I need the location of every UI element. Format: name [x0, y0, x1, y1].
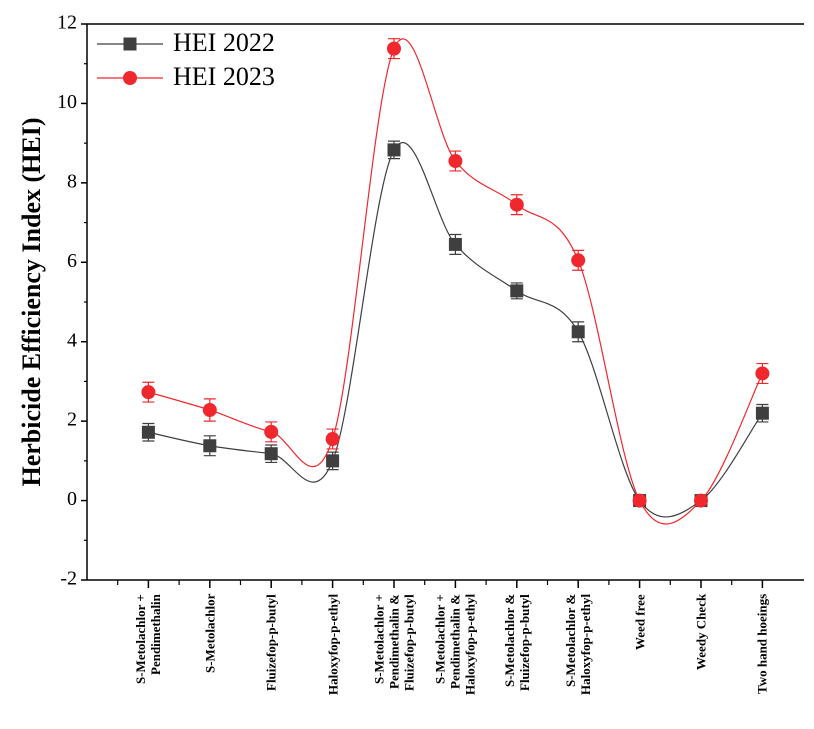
marker: [694, 493, 708, 508]
y-tick-label: 0: [67, 488, 77, 510]
marker: [448, 237, 462, 251]
marker: [510, 284, 524, 298]
x-tick-label: Weed free: [632, 594, 648, 650]
marker: [448, 154, 463, 169]
x-tick-label: S-Metolachlor + Pendimethalin & Fluizefo…: [371, 594, 417, 691]
legend-label: HEI 2022: [173, 28, 275, 57]
x-tick-label: S-Metolachlor + Pendimethalin & Haloxyfo…: [432, 594, 478, 696]
legend-label: HEI 2023: [173, 62, 275, 91]
series-line: [148, 38, 763, 525]
marker: [571, 325, 585, 339]
y-tick-label: 6: [67, 250, 77, 272]
x-tick-label: Fluizefop-p-butyl: [263, 594, 279, 691]
marker: [264, 424, 279, 439]
y-tick-label: 10: [57, 91, 77, 113]
marker: [202, 403, 217, 418]
marker: [326, 454, 340, 468]
y-tick-label: -2: [60, 568, 77, 590]
marker: [632, 493, 647, 508]
marker: [123, 37, 137, 51]
marker: [325, 432, 340, 447]
y-axis-label: Herbicide Efficiency Index (HEI): [17, 117, 46, 486]
x-tick-label: Weedy Check: [693, 594, 709, 671]
y-tick-label: 12: [57, 12, 77, 34]
marker: [571, 253, 586, 268]
marker: [141, 385, 156, 400]
marker: [387, 143, 401, 157]
x-tick-label: Haloxyfop-p-ethyl: [325, 594, 341, 696]
y-tick-label: 4: [67, 329, 77, 351]
x-tick-label: S-Metolachlor: [202, 594, 218, 674]
marker: [387, 41, 401, 56]
series-line: [148, 141, 763, 518]
marker: [509, 197, 524, 212]
marker: [141, 425, 155, 439]
marker: [264, 447, 278, 461]
marker: [755, 406, 769, 420]
marker: [203, 439, 217, 453]
x-tick-label: S-Metolachlor & Haloxyfop-p-ethyl: [563, 594, 594, 696]
x-tick-label: S-Metolachlor & Fluizefop-p-butyl: [501, 594, 532, 691]
x-tick-label: S-Metolachlor + Pendimethalin: [133, 594, 164, 684]
marker: [123, 71, 137, 85]
y-tick-label: 8: [67, 170, 77, 192]
x-tick-label: Two hand hoeings: [754, 594, 770, 695]
marker: [755, 366, 770, 381]
y-tick-label: 2: [67, 409, 77, 431]
